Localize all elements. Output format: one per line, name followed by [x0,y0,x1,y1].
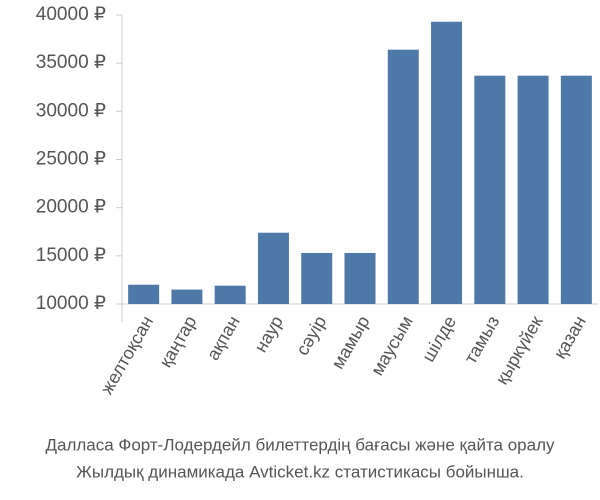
x-tick-label: желтоқсан [96,312,157,397]
x-tick-label: ақпан [203,312,244,363]
x-tick-label: қазан [550,312,590,362]
y-tick-label: 15000 ₽ [36,245,106,266]
x-tick-label: тамыз [460,312,503,367]
x-tick-label: сәуір [292,312,330,358]
y-tick-label: 40000 ₽ [36,4,106,25]
caption-line: Далласа Форт-Лодердейл билеттердің бағас… [45,435,555,454]
x-tick-label: маусым [367,312,417,379]
bar [301,252,333,304]
y-tick-label: 25000 ₽ [36,149,106,170]
x-tick-label: шілде [418,312,460,365]
y-tick-label: 10000 ₽ [36,293,106,314]
bar [474,75,506,304]
x-tick-label: наур [250,312,287,355]
bar [257,232,289,304]
bar [344,252,376,304]
bar [517,75,549,304]
bar [214,285,246,304]
bar [431,21,463,304]
y-tick-label: 30000 ₽ [36,100,106,121]
y-tick-label: 20000 ₽ [36,197,106,218]
caption-line: Жылдық динамикада Avticket.kz статистика… [76,462,524,481]
bar [560,75,592,304]
bar [171,289,203,304]
bar [128,284,160,304]
x-tick-label: қаңтар [155,312,200,370]
y-tick-label: 35000 ₽ [36,52,106,73]
bar [387,49,419,305]
x-tick-label: мамыр [327,312,373,372]
